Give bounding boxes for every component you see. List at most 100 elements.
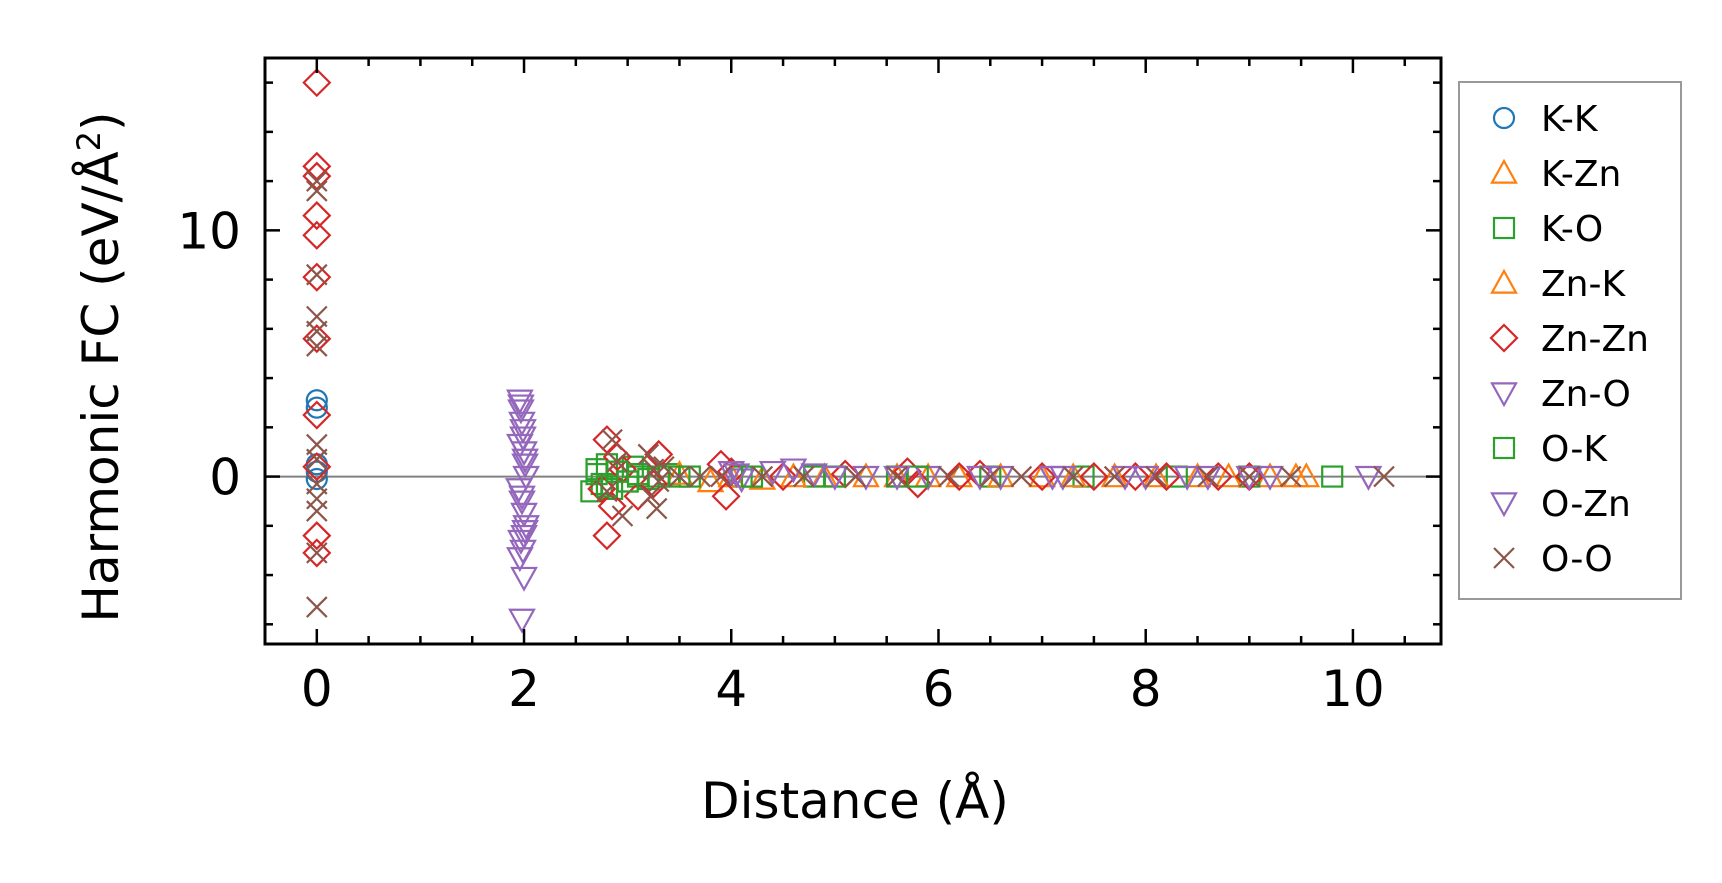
point-o-o-stroke-b <box>751 465 774 488</box>
point-k-zn <box>1100 462 1129 488</box>
point-o-o-stroke-b <box>793 465 815 488</box>
point-o-o-stroke-b <box>639 485 662 508</box>
x-tick-label: 0 <box>301 660 333 718</box>
point-o-o <box>306 448 328 471</box>
point-o-o <box>1062 465 1084 488</box>
legend-marker-o-k <box>1492 436 1516 460</box>
point-o-o-stroke-b <box>844 465 867 488</box>
point-zn-k <box>1142 462 1170 488</box>
x-axis-title: Distance (Å) <box>701 772 1009 830</box>
point-k-o <box>1321 465 1344 488</box>
point-o-o-stroke-b <box>306 335 328 357</box>
legend-marker-o-o <box>1493 547 1515 569</box>
point-o-k <box>906 465 929 488</box>
x-tick-label: 8 <box>1130 660 1162 718</box>
legend-label-zn-zn: Zn-Zn <box>1541 319 1649 360</box>
point-zn-o <box>779 458 808 484</box>
y-tick-label: 10 <box>177 202 241 260</box>
point-o-o-stroke-b <box>938 465 960 488</box>
x-tick-label: 4 <box>715 660 747 718</box>
point-o-o-stroke-b <box>1103 465 1126 488</box>
point-zn-zn <box>638 469 669 499</box>
point-o-o-stroke-b <box>647 470 670 493</box>
point-k-o <box>601 477 624 500</box>
point-o-o <box>1373 465 1395 488</box>
legend-marker-k-zn <box>1490 158 1518 184</box>
point-o-o <box>601 428 623 451</box>
legend: K-K K-Zn K-O Zn-K Zn-Zn Zn-O O-K O-Zn O-O <box>1458 81 1682 600</box>
point-o-zn <box>507 394 535 420</box>
point-o-o <box>1010 465 1033 488</box>
point-zn-zn <box>592 521 622 551</box>
point-o-o-stroke-b <box>596 480 618 503</box>
y-axis-title-close: ) <box>72 111 130 131</box>
point-o-o-stroke-b <box>1062 465 1084 488</box>
legend-label-k-k: K-K <box>1541 99 1599 140</box>
point-o-zn <box>510 524 538 550</box>
point-o-o-stroke-b <box>710 465 732 488</box>
point-o-o-stroke-b <box>306 263 328 286</box>
point-zn-o <box>510 502 538 528</box>
point-o-o <box>306 596 328 618</box>
point-o-o-stroke-b <box>606 451 629 473</box>
point-o-o-stroke-b <box>645 497 668 520</box>
point-o-o <box>611 505 634 527</box>
point-o-o-stroke-b <box>979 465 1002 488</box>
point-o-o <box>979 465 1002 488</box>
point-zn-k <box>1059 462 1088 488</box>
point-zn-o <box>508 490 536 516</box>
point-zn-zn <box>302 521 332 551</box>
point-o-zn <box>509 419 537 445</box>
point-o-o <box>306 170 328 192</box>
point-zn-zn <box>711 481 741 511</box>
axes-frame <box>263 56 1443 646</box>
point-o-o-stroke-b <box>611 505 634 527</box>
point-zn-o <box>510 566 538 592</box>
legend-frame <box>1458 81 1682 600</box>
point-o-o-stroke-b <box>653 455 675 478</box>
point-zn-zn <box>597 491 627 521</box>
point-k-zn <box>1028 462 1056 488</box>
point-o-zn <box>506 547 534 573</box>
point-o-o-stroke-b <box>1238 465 1261 488</box>
point-zn-zn <box>302 68 332 98</box>
point-zn-o <box>1194 465 1222 491</box>
point-zn-zn <box>302 400 332 430</box>
point-zn-zn <box>302 151 332 181</box>
point-zn-zn <box>1203 462 1233 492</box>
tick-labels: 0 2 4 6 8 10 0 10 <box>177 202 1384 718</box>
point-o-o <box>637 443 660 466</box>
point-o-o-stroke-b <box>306 170 328 192</box>
point-o-o <box>306 500 328 522</box>
legend-label-zn-k: Zn-K <box>1541 264 1626 305</box>
y-axis-title: Harmonic FC (eV/Å2) <box>70 111 130 622</box>
point-o-o <box>306 542 328 564</box>
point-o-o <box>886 465 908 488</box>
legend-marker-zn-k <box>1490 268 1518 294</box>
point-o-o-stroke-b <box>306 542 328 564</box>
point-zn-o <box>1354 465 1383 491</box>
point-o-o <box>844 465 867 488</box>
point-o-o <box>596 480 618 503</box>
point-o-o <box>689 465 711 488</box>
point-o-o-stroke-b <box>668 465 691 488</box>
point-zn-zn <box>1151 462 1181 492</box>
point-o-zn <box>883 465 911 491</box>
point-o-o <box>668 465 691 488</box>
point-zn-k <box>665 459 694 485</box>
point-o-o-stroke-b <box>306 596 328 618</box>
point-o-o <box>647 470 670 493</box>
point-o-zn <box>1235 465 1264 491</box>
point-o-o <box>1238 465 1261 488</box>
point-o-zn <box>508 485 536 511</box>
point-o-o-stroke-b <box>886 465 908 488</box>
point-o-o-stroke-b <box>306 500 328 522</box>
point-o-k <box>668 465 691 488</box>
point-o-o <box>1279 465 1302 488</box>
legend-marker-o-zn <box>1490 492 1518 518</box>
point-o-o <box>306 263 328 286</box>
point-o-zn <box>511 448 539 474</box>
point-zn-zn <box>768 462 798 492</box>
point-k-k <box>305 467 328 491</box>
